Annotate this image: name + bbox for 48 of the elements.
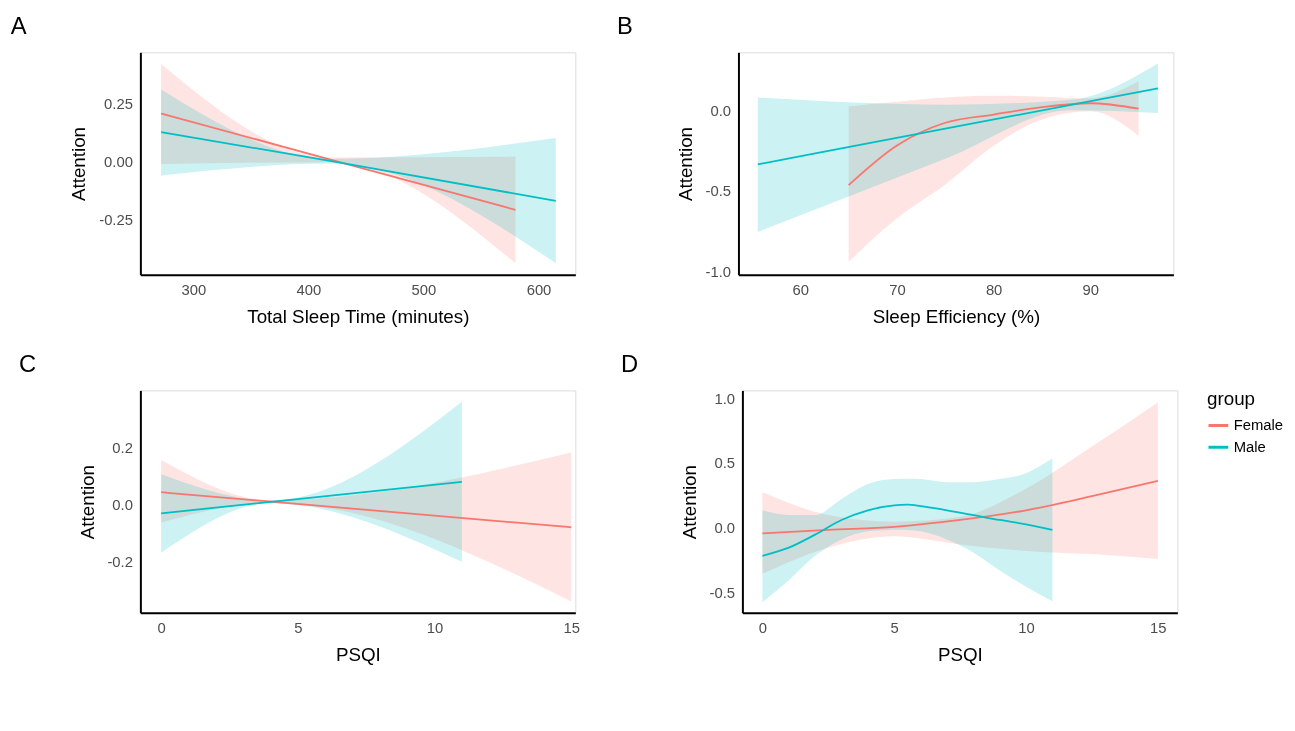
- x-tick-label: 15: [563, 620, 580, 637]
- x-tick-label: 60: [792, 282, 810, 299]
- x-tick-label: 10: [1018, 620, 1035, 637]
- chart-title: D: [620, 350, 639, 377]
- legend-label: Male: [1233, 439, 1266, 456]
- y-tick-label: 0.25: [104, 95, 133, 112]
- y-tick-label: -0.2: [107, 553, 133, 570]
- y-axis-title: Attention: [678, 465, 700, 540]
- chart-title: C: [18, 350, 37, 377]
- x-tick-label: 70: [889, 282, 906, 299]
- y-tick-label: 0.00: [104, 153, 133, 170]
- x-axis-title: Total Sleep Time (minutes): [247, 305, 470, 327]
- x-tick-label: 500: [411, 282, 437, 299]
- y-tick-label: 0.2: [112, 439, 133, 456]
- legend-title: group: [1207, 388, 1256, 410]
- x-tick-label: 400: [296, 282, 322, 299]
- x-tick-label: 5: [890, 620, 899, 637]
- x-tick-label: 15: [1150, 620, 1167, 637]
- x-tick-label: 90: [1082, 282, 1100, 299]
- x-tick-label: 0: [758, 620, 768, 637]
- y-tick-label: 0.5: [714, 455, 735, 472]
- x-tick-label: 300: [181, 282, 207, 299]
- y-axis-title: Attention: [68, 126, 90, 202]
- y-tick-label: 0.0: [710, 102, 732, 119]
- x-axis-title: Sleep Efficiency (%): [872, 305, 1041, 327]
- line-series: [761, 503, 1054, 557]
- chart-title: A: [10, 12, 27, 39]
- x-tick-label: 600: [526, 282, 552, 299]
- x-axis-title: PSQI: [335, 643, 381, 665]
- y-tick-label: -0.25: [99, 211, 133, 228]
- line-series: [761, 480, 1159, 535]
- x-tick-label: 0: [157, 620, 166, 637]
- line-series: [847, 102, 1140, 187]
- y-tick-label: -0.5: [709, 584, 735, 601]
- line-series: [756, 87, 1159, 166]
- y-axis-title: Attention: [76, 465, 98, 540]
- chart-title: B: [617, 12, 633, 39]
- y-axis-title: Attention: [674, 126, 696, 202]
- y-tick-label: 0.0: [714, 519, 735, 536]
- y-tick-label: -0.5: [705, 183, 732, 200]
- x-tick-label: 10: [426, 620, 444, 637]
- y-tick-label: 1.0: [714, 390, 735, 407]
- y-tick-label: 0.0: [112, 496, 133, 513]
- x-tick-label: 80: [985, 282, 1003, 299]
- x-axis-title: PSQI: [937, 643, 983, 665]
- x-tick-label: 5: [294, 620, 303, 637]
- y-tick-label: -1.0: [705, 263, 732, 280]
- legend-label: Female: [1233, 417, 1284, 434]
